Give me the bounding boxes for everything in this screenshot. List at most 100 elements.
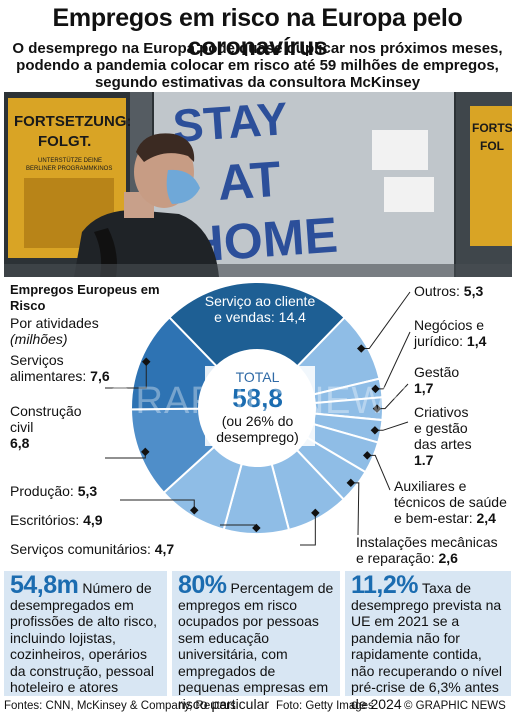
chart-heading-text: Empregos Europeus em Risco	[10, 282, 160, 313]
label-instalacoes: Instalações mecânicas e reparação: 2,6	[356, 534, 498, 566]
leader-dot-10	[141, 447, 150, 457]
label-construcao: Construção civil 6,8	[10, 403, 82, 451]
label-instalacoes-line1: Instalações mecânicas	[356, 534, 498, 550]
leader-dot-7	[311, 508, 320, 518]
masked-pedestrian	[74, 133, 219, 277]
label-auxiliares-line3: e bem-estar:	[394, 510, 473, 526]
poster-left-small-1: UNTERSTÜTZE DEINE	[38, 157, 102, 164]
label-instalacoes-line2: e reparação:	[356, 550, 435, 566]
fact-3-text: Taxa de desemprego prevista na UE em 202…	[351, 580, 502, 712]
label-producao-value: 5,3	[77, 483, 98, 499]
subtitle-line-2: podendo a pandemia colocar em risco até …	[16, 57, 499, 74]
poster-right	[470, 106, 512, 246]
chart-subtitle: O desemprego na Europa pode quase duplic…	[0, 40, 515, 91]
chart-heading: Empregos Europeus em Risco	[10, 282, 160, 314]
window-notice-2	[384, 177, 434, 212]
chart-subheading: Por atividades	[10, 315, 99, 331]
label-gestao-name: Gestão	[414, 364, 460, 380]
label-escritorios: Escritórios: 4,9	[10, 512, 103, 528]
chart-title: Empregos em risco na Europa pelo coronav…	[52, 4, 463, 61]
fact-1-text: Número de desempregados em profissões de…	[10, 580, 158, 695]
street-photo: FORTSETZUNG: FOLGT. UNTERSTÜTZE DEINE BE…	[4, 92, 512, 277]
label-alimentares: Serviços alimentares: 7,6	[10, 352, 110, 384]
center-total-value: 58,8	[232, 383, 283, 413]
fact-panel-2: 80% Percentagem de empregos em risco ocup…	[172, 571, 340, 712]
label-outros-value: 5,3	[463, 283, 484, 299]
donut-chart	[105, 281, 411, 546]
window-notice-1	[372, 130, 428, 170]
label-escritorios-name: Escritórios:	[10, 512, 80, 528]
donut-slice-0	[167, 281, 347, 368]
leader-dot-11	[142, 357, 151, 367]
leader-dot-4	[370, 426, 380, 435]
center-total-note-2: desemprego)	[216, 429, 299, 445]
leader-line-1	[361, 291, 411, 350]
label-criativos-line3: das artes	[414, 436, 472, 452]
label-criativos: Criativos e gestão das artes 1.7	[414, 404, 472, 468]
label-negocios-line1: Negócios e	[414, 317, 485, 333]
label-producao: Produção: 5,3	[10, 483, 97, 499]
center-total-note-1: (ou 26% do	[221, 413, 294, 429]
leader-dot-1	[356, 344, 366, 353]
label-alimentares-value: 7,6	[90, 368, 110, 384]
label-criativos-line2: e gestão	[414, 420, 468, 436]
label-comunitarios: Serviços comunitários: 4,7	[10, 541, 174, 557]
subtitle-line-3: segundo estimativas da consultora McKins…	[94, 74, 421, 91]
label-servico-line1: Serviço ao cliente	[204, 293, 316, 309]
poster-left-text-1: FORTSETZUNG:	[14, 113, 132, 130]
label-negocios: Negócios e jurídico: 1,4	[414, 317, 486, 349]
label-outros: Outros: 5,3	[414, 283, 483, 299]
footer-photo-credit: Foto: Getty Images	[276, 700, 374, 712]
label-servico-line2: e vendas:	[214, 309, 275, 325]
photo-illustration: FORTSETZUNG: FOLGT. UNTERSTÜTZE DEINE BE…	[4, 92, 512, 277]
label-comunitarios-value: 4,7	[154, 541, 175, 557]
label-gestao-value: 1,7	[414, 380, 434, 396]
label-comunitarios-name: Serviços comunitários:	[10, 541, 151, 557]
donut-slice-11	[130, 316, 219, 411]
center-total-label: TOTAL	[235, 369, 280, 385]
label-construcao-line2: civil	[10, 419, 34, 435]
face-mask	[166, 169, 200, 204]
label-negocios-value: 1,4	[466, 333, 487, 349]
poster-left-small-2: BERLINER PROGRAMMKINOS	[26, 166, 112, 172]
label-auxiliares-line2: técnicos de saúde	[394, 494, 507, 510]
window-text-stay: STAY	[171, 92, 289, 152]
label-gestao: Gestão 1,7	[414, 364, 459, 396]
leader-line-11	[105, 361, 147, 389]
fact-3-figure: 11,2%	[351, 571, 419, 599]
label-outros-name: Outros:	[414, 283, 460, 299]
footer-brand: © GRAPHIC NEWS	[404, 700, 506, 712]
label-producao-name: Produção:	[10, 483, 74, 499]
leader-dot-6	[346, 478, 356, 488]
center-total	[205, 366, 315, 446]
label-auxiliares-line1: Auxiliares e	[394, 478, 467, 494]
chart-unit-note: (milhões)	[10, 331, 68, 347]
label-escritorios-value: 4,9	[83, 512, 103, 528]
fact-2-text: Percentagem de empregos em risco ocupado…	[178, 580, 334, 712]
poster-right-text-1: FORTSE	[472, 121, 512, 135]
footer-sources: Fontes: CNN, McKinsey & Company, Reuters	[4, 700, 236, 712]
label-alimentares-line2: alimentares:	[10, 368, 87, 384]
fact-panel-3: 11,2% Taxa de desemprego prevista na UE e…	[345, 571, 511, 712]
label-auxiliares: Auxiliares e técnicos de saúde e bem-est…	[394, 478, 507, 526]
leader-line-7	[300, 512, 316, 546]
fact-1-figure: 54,8m	[10, 571, 79, 599]
window-text-at: AT	[216, 151, 283, 211]
label-negocios-line2: jurídico:	[414, 333, 464, 349]
label-construcao-line1: Construção	[10, 403, 82, 419]
watermark: GRAPHIC NEWS	[105, 380, 415, 422]
subtitle-line-1: O desemprego na Europa pode quase duplic…	[12, 40, 503, 57]
donut-slices	[129, 281, 384, 535]
leader-dot-9	[190, 506, 199, 515]
label-auxiliares-value: 2,4	[476, 510, 496, 526]
label-construcao-value: 6,8	[10, 435, 30, 451]
poster-left-text-2: FOLGT.	[38, 133, 91, 150]
fact-2-figure: 80%	[178, 571, 227, 599]
leader-dot-2	[371, 384, 380, 394]
label-criativos-line1: Criativos	[414, 404, 469, 420]
poster-right-text-2: FOL	[480, 139, 504, 153]
fact-panel-1: 54,8m Número de desempregados em profissõ…	[4, 571, 167, 696]
label-servico-cliente: Serviço ao cliente e vendas: 14,4	[195, 293, 325, 325]
leader-dot-5	[362, 451, 372, 460]
label-instalacoes-value: 2,6	[438, 550, 458, 566]
